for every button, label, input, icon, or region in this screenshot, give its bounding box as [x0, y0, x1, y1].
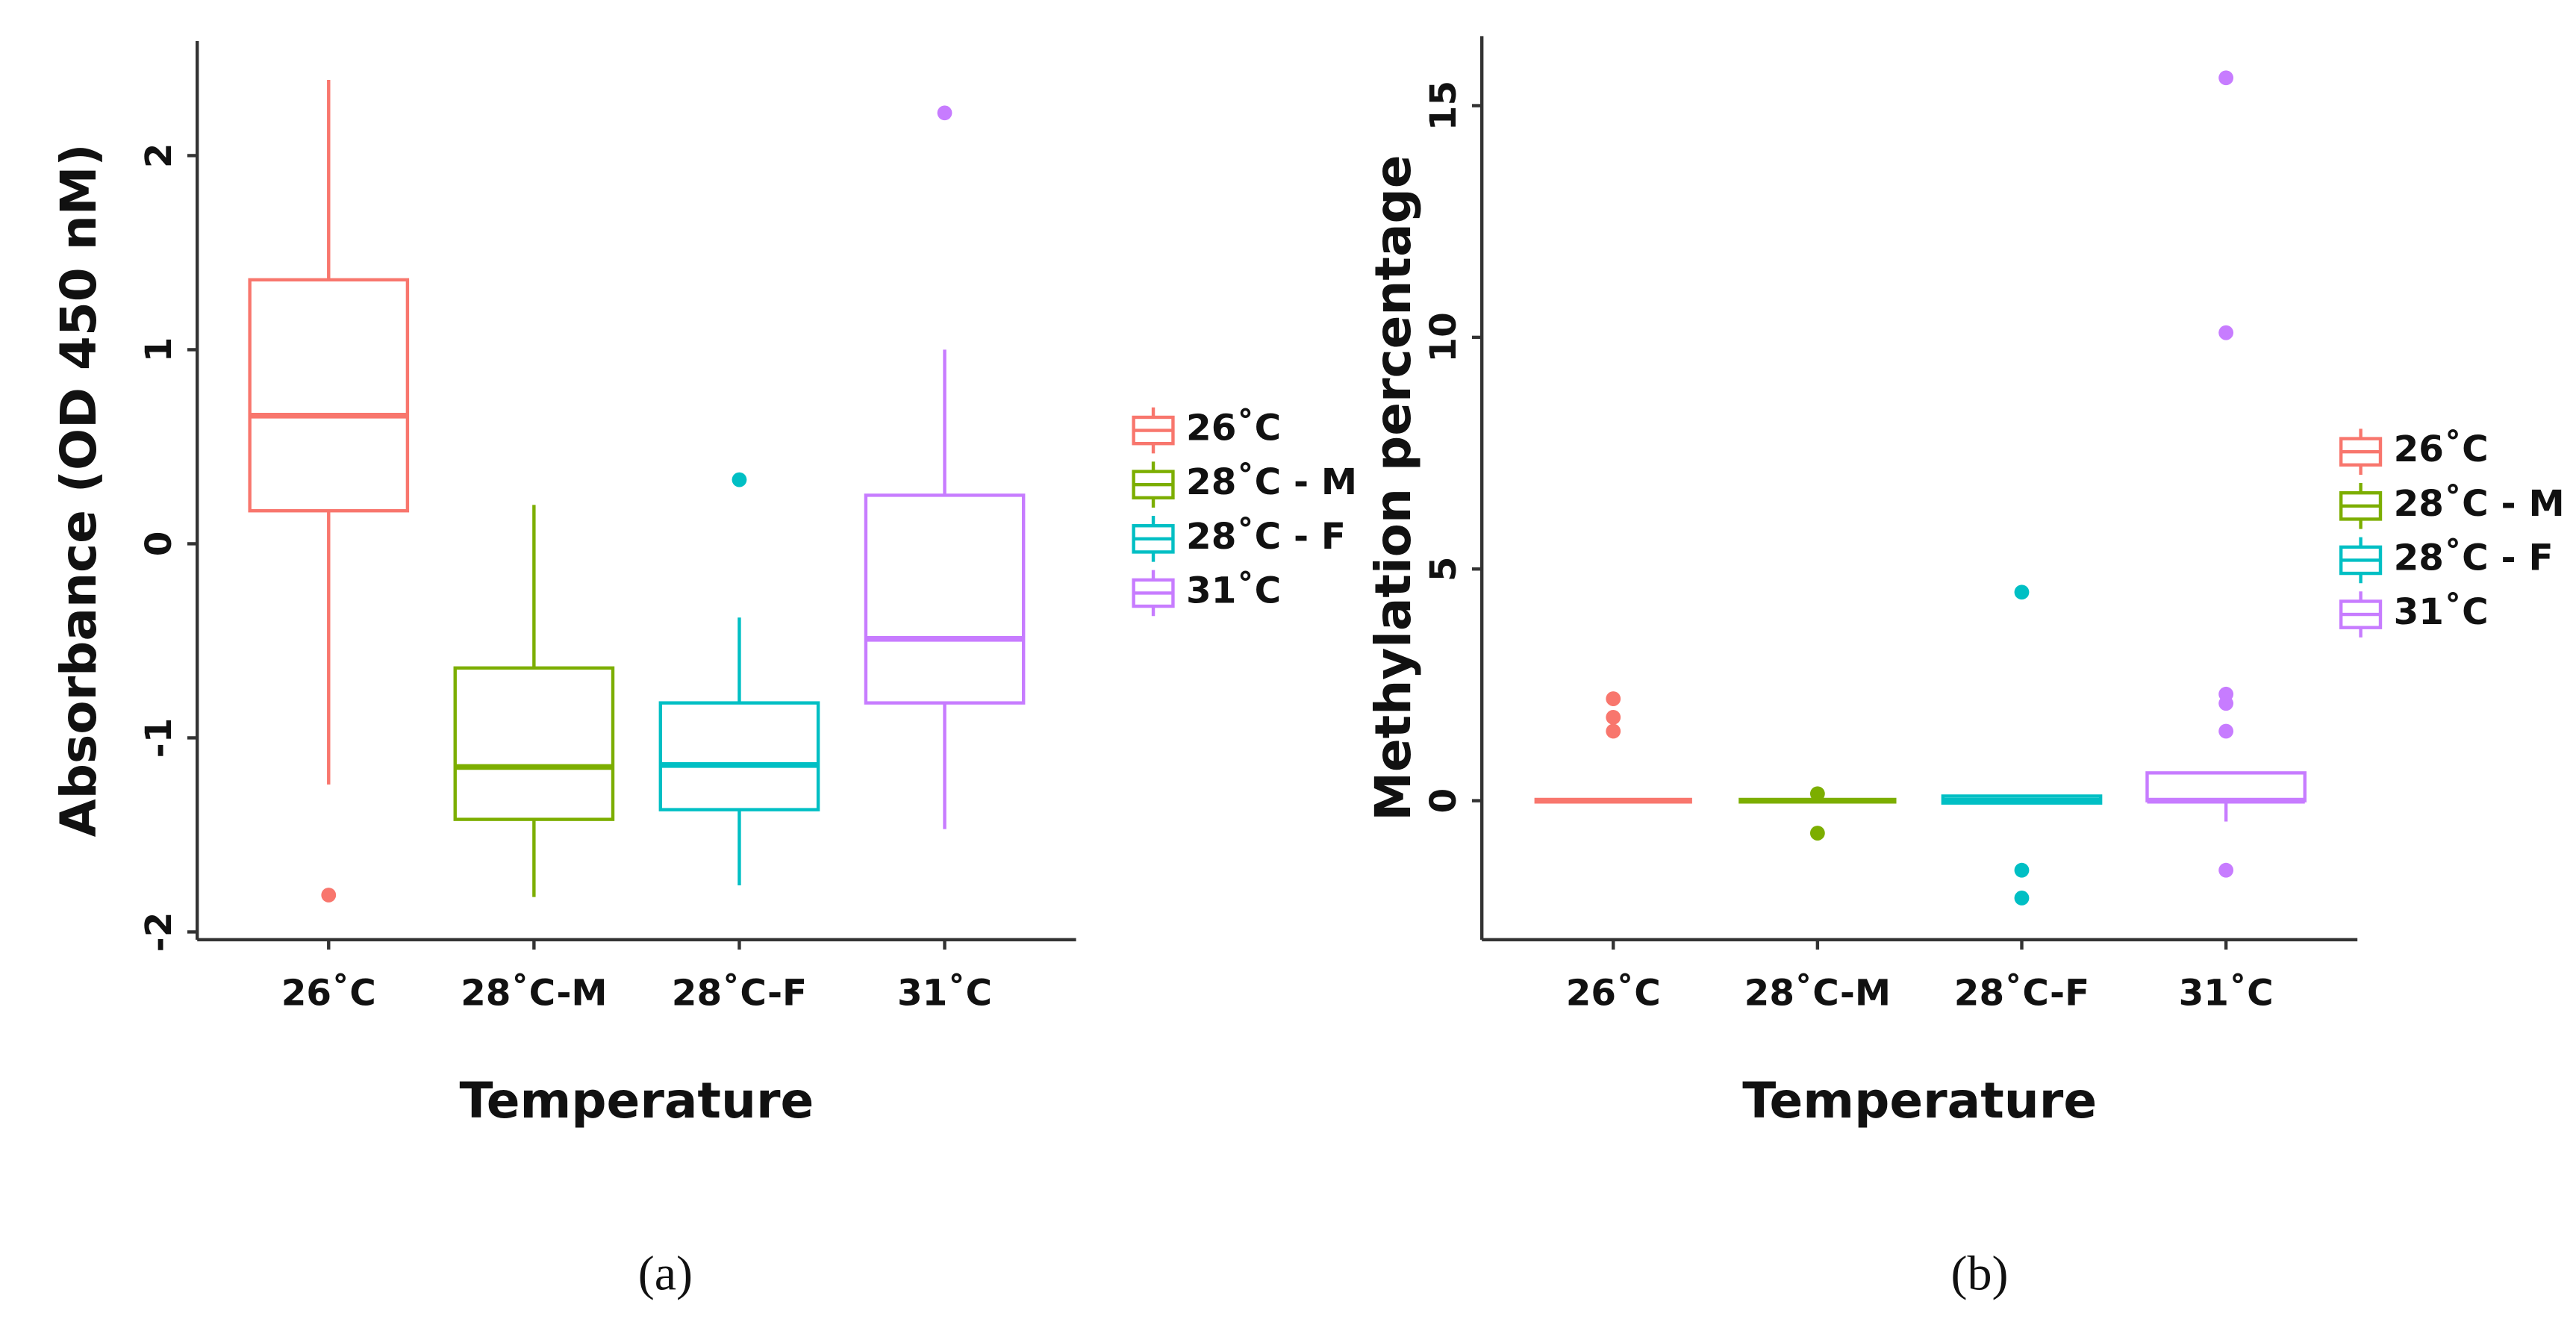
y-tick-label: 10: [1423, 312, 1465, 362]
y-tick-label: -1: [138, 718, 180, 758]
outlier: [2218, 862, 2234, 878]
box: [658, 701, 820, 811]
x-tick-label: 28˚C-M: [1744, 973, 1891, 1014]
x-axis-label: Temperature: [1742, 1072, 2097, 1129]
legend-label: 26˚C: [1186, 408, 1281, 449]
outlier: [2218, 325, 2234, 340]
box: [248, 278, 410, 513]
legend-label: 28˚C - M: [1186, 461, 1357, 503]
y-tick-label: 0: [1423, 788, 1465, 814]
x-tick-label: 31˚C: [897, 973, 992, 1014]
outlier: [732, 472, 747, 487]
box: [2145, 771, 2307, 802]
x-tick-label: 28˚C-F: [672, 973, 807, 1014]
y-tick-label: 5: [1423, 556, 1465, 582]
legend-label: 28˚C - F: [2394, 537, 2554, 579]
outlier: [2218, 70, 2234, 86]
outlier: [1809, 826, 1825, 841]
panel-label: (b): [1951, 1246, 2009, 1300]
box: [864, 493, 1026, 705]
outlier: [2218, 696, 2234, 711]
outlier: [1809, 786, 1825, 802]
legend-label: 26˚C: [2394, 428, 2489, 470]
x-tick-label: 26˚C: [281, 973, 376, 1014]
x-axis-label: Temperature: [459, 1072, 814, 1129]
y-tick-label: 15: [1423, 81, 1465, 131]
legend-label: 31˚C: [2394, 591, 2489, 633]
x-tick-label: 26˚C: [1566, 973, 1661, 1014]
y-tick-label: -2: [138, 912, 180, 953]
y-tick-label: 1: [138, 337, 180, 363]
outlier: [1606, 723, 1621, 739]
panel-label: (a): [638, 1246, 693, 1300]
x-tick-label: 28˚C-M: [461, 973, 607, 1014]
y-axis-label: Methylation percentage: [1365, 155, 1422, 820]
outlier: [2218, 723, 2234, 739]
y-tick-label: 0: [138, 532, 180, 557]
x-tick-label: 28˚C-F: [1954, 973, 2089, 1014]
outlier: [1606, 691, 1621, 706]
outlier: [1606, 709, 1621, 725]
y-tick-label: 2: [138, 143, 180, 169]
box: [453, 666, 615, 821]
outlier: [321, 888, 337, 903]
outlier: [2014, 862, 2030, 878]
y-axis-label: Absorbance (OD 450 nM): [50, 143, 107, 837]
outlier: [2014, 891, 2030, 906]
outlier: [937, 105, 952, 121]
legend-label: 31˚C: [1186, 570, 1281, 611]
legend-label: 28˚C - M: [2394, 483, 2565, 525]
outlier: [2014, 585, 2030, 600]
x-tick-label: 31˚C: [2179, 973, 2274, 1014]
legend-label: 28˚C - F: [1186, 516, 1346, 558]
